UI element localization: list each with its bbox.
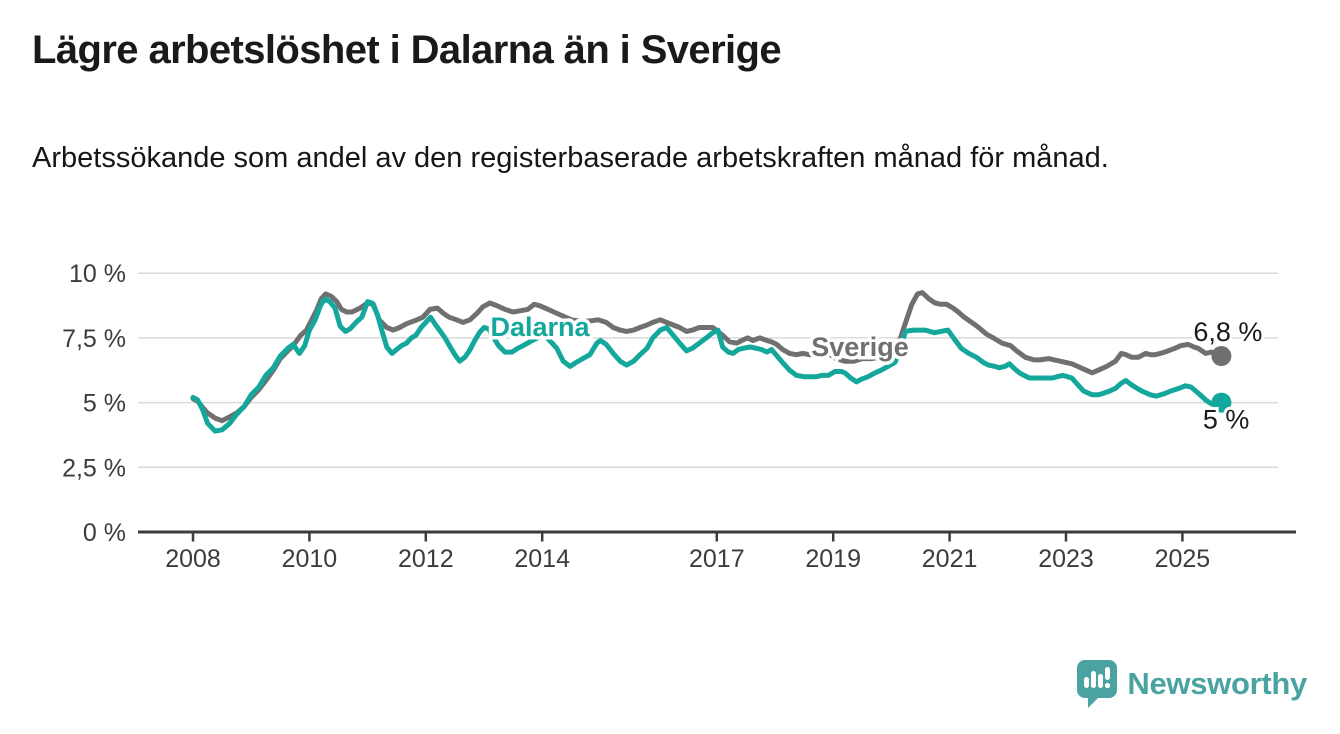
x-axis-tick-label: 2023 [1038,545,1094,573]
x-axis-tick-label: 2017 [689,545,745,573]
end-value-label-dalarna: 5 % [1203,405,1250,435]
y-axis-tick-label: 2,5 % [62,454,126,482]
chart-subtitle: Arbetssökande som andel av den registerb… [32,142,1109,174]
x-axis-tick-label: 2019 [805,545,861,573]
chart-title: Lägre arbetslöshet i Dalarna än i Sverig… [32,28,782,72]
end-value-label-sverige: 6,8 % [1193,317,1262,347]
series-end-dot-dalarna [1211,392,1232,413]
newsworthy-bubble-bars-icon [1077,660,1118,708]
x-axis-tick-label: 2008 [165,545,221,573]
x-axis-tick-label: 2012 [398,545,454,573]
y-axis-tick-label: 7,5 % [62,325,126,353]
series-end-dot-sverige [1211,346,1232,367]
x-axis-tick-label: 2025 [1155,545,1211,573]
newsworthy-logo: Newsworthy [1077,660,1307,708]
line-chart: 0 % 2,5 % 5 % 7,5 % 10 % 2008 2010 2012 2014 2017… [62,260,1296,573]
y-axis-tick-label: 0 % [83,519,126,547]
series-line-sverige [190,290,1224,424]
series-line-dalarna [190,296,1224,434]
series-label-dalarna: Dalarna [490,312,590,342]
series-label-sverige: Sverige [811,332,909,362]
y-axis-tick-label: 10 % [69,260,126,288]
x-axis-tick-label: 2021 [922,545,978,573]
y-axis-tick-label: 5 % [83,390,126,418]
x-axis-tick-label: 2014 [514,545,570,573]
newsworthy-logo-text: Newsworthy [1127,666,1307,701]
x-axis-tick-label: 2010 [282,545,338,573]
